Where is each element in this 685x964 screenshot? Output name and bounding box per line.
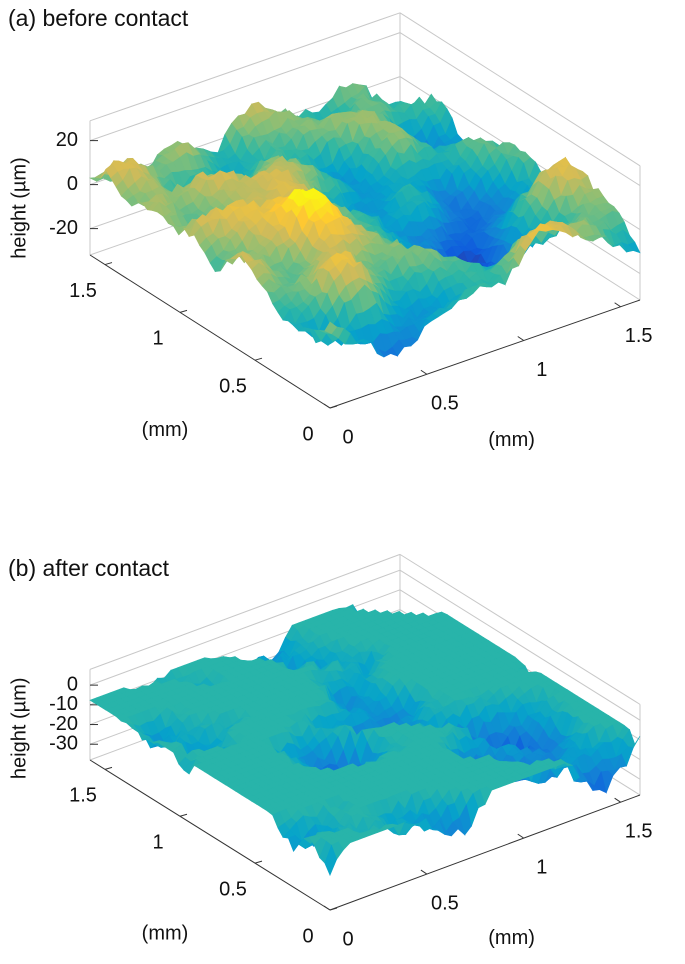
y-tick-label: 0 — [302, 423, 313, 445]
z-axis-label: height (µm) — [8, 157, 30, 259]
axis-line — [89, 254, 331, 409]
x-axis-label: (mm) — [488, 429, 535, 451]
z-tick-label: 0 — [67, 673, 78, 695]
x-tick-label: 0 — [342, 426, 353, 448]
panel-title: (b) after contact — [8, 555, 170, 581]
z-tick-label: -30 — [49, 733, 78, 755]
x-tick — [323, 403, 331, 409]
y-tick-label: 1 — [152, 328, 163, 350]
box-edge — [399, 12, 641, 167]
z-tick-label: 0 — [67, 173, 78, 195]
surface — [88, 83, 641, 358]
axis-line — [329, 299, 641, 409]
y-tick — [179, 309, 188, 313]
x-tick-label: 1.5 — [625, 325, 653, 347]
x-tick — [517, 833, 525, 839]
z-axis-label: height (µm) — [8, 678, 30, 780]
y-tick-label: 0 — [302, 925, 313, 947]
z-tick-label: -20 — [49, 713, 78, 735]
y-tick — [179, 813, 188, 817]
x-tick — [614, 302, 621, 308]
z-tick-label: -20 — [49, 217, 78, 239]
grid-line — [89, 32, 641, 187]
x-tick — [323, 905, 331, 911]
axis-line — [89, 759, 331, 911]
surface — [89, 604, 641, 877]
y-tick — [104, 262, 113, 266]
panel: (a) before contact -20 0 20 0 0.5 1 1.5 0 0.5 1 1.5… — [8, 5, 653, 451]
axis-line — [329, 794, 641, 911]
y-tick-label: 1 — [152, 832, 163, 854]
x-tick-label: 0.5 — [431, 393, 459, 415]
y-tick-label: 1.5 — [69, 280, 97, 302]
surface-patch — [324, 321, 338, 335]
y-axis-label: (mm) — [142, 419, 189, 441]
x-tick — [517, 336, 525, 341]
box-edge — [89, 553, 401, 670]
x-tick-label: 1.5 — [625, 820, 653, 842]
y-tick — [329, 405, 338, 409]
x-tick — [420, 869, 428, 875]
x-tick-label: 1 — [536, 856, 547, 878]
y-axis-label: (mm) — [142, 922, 189, 944]
box-edge — [399, 553, 641, 705]
y-tick — [254, 860, 263, 864]
x-axis-label: (mm) — [488, 927, 535, 949]
z-tick-label: -10 — [49, 693, 78, 715]
x-tick-label: 1 — [536, 359, 547, 381]
y-tick — [254, 357, 263, 361]
z-tick-label: 20 — [56, 129, 78, 151]
box-edge — [89, 12, 401, 122]
panel-title: (a) before contact — [8, 5, 189, 31]
x-tick — [614, 797, 621, 803]
x-tick-label: 0.5 — [431, 892, 459, 914]
x-tick-label: 0 — [342, 928, 353, 950]
grid-line — [89, 569, 641, 721]
y-tick — [329, 907, 338, 911]
surface-patch — [324, 844, 338, 877]
y-tick-label: 0.5 — [219, 375, 247, 397]
panel: (b) after contact-30-20-10000.511.500.51… — [8, 553, 653, 950]
x-tick — [420, 369, 428, 375]
y-tick — [104, 766, 113, 770]
y-tick-label: 0.5 — [219, 878, 247, 900]
y-tick-label: 1.5 — [69, 785, 97, 807]
